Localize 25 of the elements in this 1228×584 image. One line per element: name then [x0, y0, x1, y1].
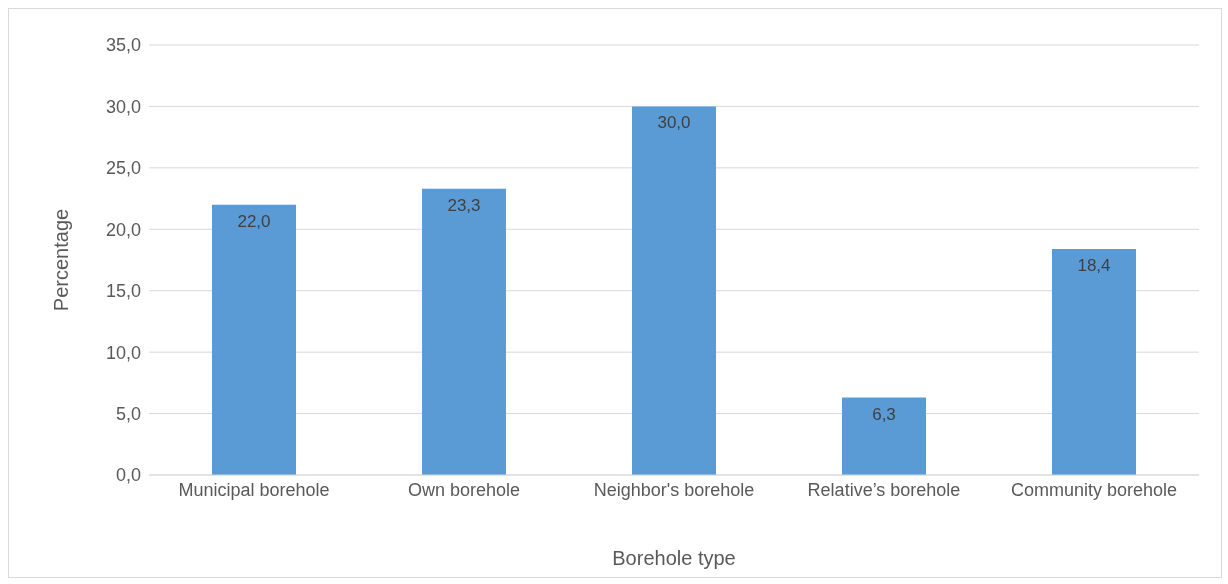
- data-label: 30,0: [657, 113, 691, 133]
- data-label: 23,3: [447, 195, 481, 215]
- y-tick-label: 0,0: [115, 465, 141, 486]
- bar: [422, 188, 506, 475]
- y-tick-label: 25,0: [105, 158, 141, 179]
- bar: [632, 106, 716, 475]
- data-label: 18,4: [1077, 256, 1111, 276]
- bar: [212, 204, 296, 475]
- x-axis-title: Borehole type: [612, 547, 736, 569]
- y-tick-label: 30,0: [105, 96, 141, 117]
- y-tick-label: 20,0: [105, 219, 141, 240]
- y-axis-title: Percentage: [50, 208, 73, 312]
- x-tick-label: Relative’s borehole: [807, 479, 961, 500]
- x-tick-label: Neighbor's borehole: [593, 479, 755, 500]
- data-label: 6,3: [872, 404, 896, 424]
- x-tick-label: Municipal borehole: [178, 479, 330, 500]
- y-tick-label: 10,0: [105, 342, 141, 363]
- bar: [842, 397, 926, 475]
- x-tick-label: Community borehole: [1010, 479, 1178, 500]
- y-tick-label: 35,0: [105, 35, 141, 56]
- y-tick-label: 5,0: [115, 403, 141, 424]
- x-tick-label: Own borehole: [407, 479, 521, 500]
- y-tick-label: 15,0: [105, 281, 141, 302]
- data-label: 22,0: [237, 211, 271, 231]
- bar: [1052, 248, 1136, 475]
